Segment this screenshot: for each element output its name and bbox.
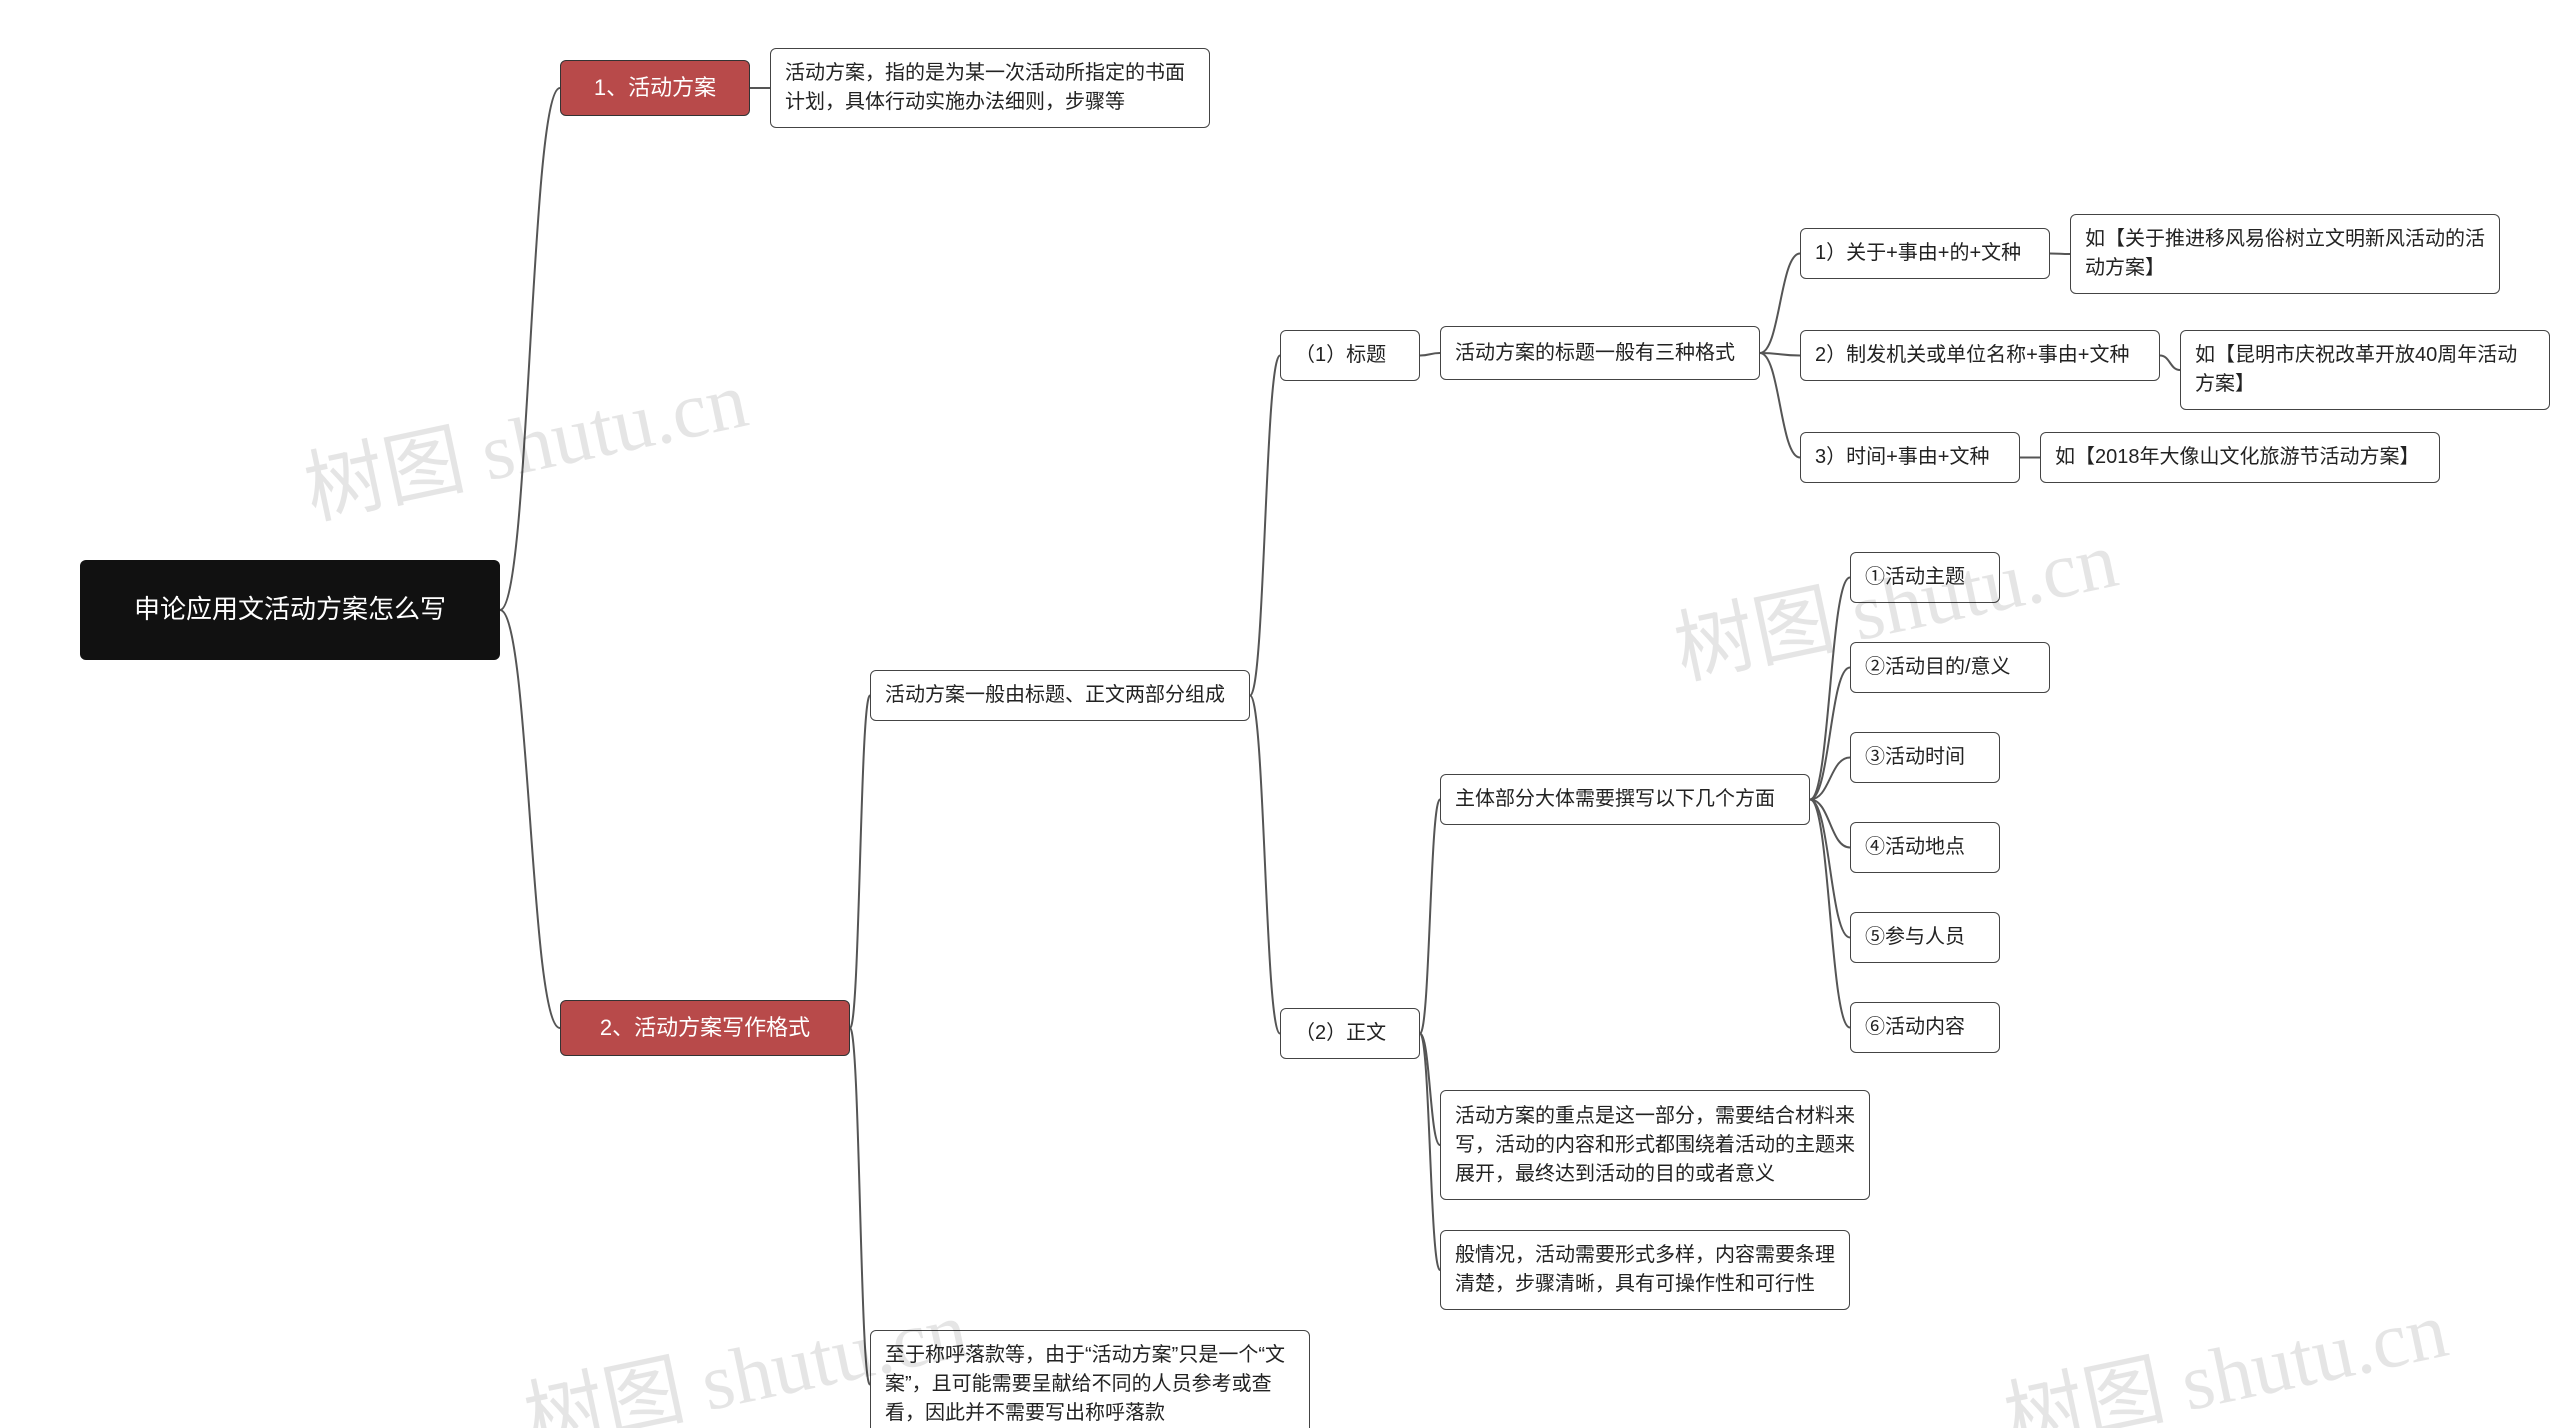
node-n1: 1、活动方案 — [560, 60, 750, 116]
connector — [1810, 758, 1850, 800]
node-label: ③活动时间 — [1865, 743, 1965, 772]
node-t1e: 如【关于推进移风易俗树立文明新风活动的活动方案】 — [2070, 214, 2500, 294]
node-b_main: 主体部分大体需要撰写以下几个方面 — [1440, 774, 1810, 825]
node-label: 1）关于+事由+的+文种 — [1815, 239, 2021, 268]
node-label: 般情况，活动需要形式多样，内容需要条理清楚，步骤清晰，具有可操作性和可行性 — [1455, 1241, 1835, 1299]
node-t1: 1）关于+事由+的+文种 — [1800, 228, 2050, 279]
node-t2e: 如【昆明市庆祝改革开放40周年活动方案】 — [2180, 330, 2550, 410]
node-n2: 2、活动方案写作格式 — [560, 1000, 850, 1056]
node-t2: 2）制发机关或单位名称+事由+文种 — [1800, 330, 2160, 381]
node-t3e: 如【2018年大像山文化旅游节活动方案】 — [2040, 432, 2440, 483]
connector — [1250, 696, 1280, 1034]
watermark-text: 树图 shutu.cn — [1997, 1286, 2454, 1428]
node-label: 如【2018年大像山文化旅游节活动方案】 — [2055, 443, 2420, 472]
node-label: 活动方案一般由标题、正文两部分组成 — [885, 681, 1225, 710]
connector — [1760, 254, 1800, 354]
node-label: ②活动目的/意义 — [1865, 653, 2011, 682]
node-n1a: 活动方案，指的是为某一次活动所指定的书面计划，具体行动实施办法细则，步骤等 — [770, 48, 1210, 128]
connector — [1420, 800, 1440, 1034]
watermark-text: 树图 shutu.cn — [297, 356, 754, 535]
connector — [1810, 578, 1850, 800]
node-label: 主体部分大体需要撰写以下几个方面 — [1455, 785, 1775, 814]
node-b_note1: 活动方案的重点是这一部分，需要结合材料来写，活动的内容和形式都围绕着活动的主题来… — [1440, 1090, 1870, 1200]
node-label: ①活动主题 — [1865, 563, 1965, 592]
connector — [850, 696, 870, 1029]
node-t: （1）标题 — [1280, 330, 1420, 381]
node-b: （2）正文 — [1280, 1008, 1420, 1059]
node-label: 如【昆明市庆祝改革开放40周年活动方案】 — [2195, 341, 2535, 399]
node-t_sub: 活动方案的标题一般有三种格式 — [1440, 326, 1760, 380]
connector — [2160, 356, 2180, 371]
connector — [1810, 800, 1850, 1028]
connector — [500, 88, 560, 610]
connector — [1420, 353, 1440, 356]
node-b6: ⑥活动内容 — [1850, 1002, 2000, 1053]
node-b2: ②活动目的/意义 — [1850, 642, 2050, 693]
connector — [2050, 254, 2070, 255]
node-label: 申论应用文活动方案怎么写 — [134, 591, 446, 629]
node-b5: ⑤参与人员 — [1850, 912, 2000, 963]
node-label: 活动方案的重点是这一部分，需要结合材料来写，活动的内容和形式都围绕着活动的主题来… — [1455, 1102, 1855, 1189]
node-b1: ①活动主题 — [1850, 552, 2000, 603]
connector — [1420, 1034, 1440, 1271]
node-label: 活动方案的标题一般有三种格式 — [1455, 339, 1735, 368]
connector — [500, 610, 560, 1028]
node-label: 2）制发机关或单位名称+事由+文种 — [1815, 341, 2129, 370]
node-label: 3）时间+事由+文种 — [1815, 443, 1989, 472]
node-label: ⑤参与人员 — [1865, 923, 1965, 952]
node-t3: 3）时间+事由+文种 — [1800, 432, 2020, 483]
connector — [1760, 353, 1800, 356]
connector — [1250, 356, 1280, 696]
connector — [1760, 353, 1800, 458]
node-label: 如【关于推进移风易俗树立文明新风活动的活动方案】 — [2085, 225, 2485, 283]
node-b_note2: 般情况，活动需要形式多样，内容需要条理清楚，步骤清晰，具有可操作性和可行性 — [1440, 1230, 1850, 1310]
connector — [1420, 1034, 1440, 1146]
node-label: （1）标题 — [1295, 341, 1386, 370]
node-label: 1、活动方案 — [594, 72, 716, 104]
node-label: 2、活动方案写作格式 — [600, 1012, 810, 1044]
node-n2a: 活动方案一般由标题、正文两部分组成 — [870, 670, 1250, 721]
node-label: ⑥活动内容 — [1865, 1013, 1965, 1042]
node-label: ④活动地点 — [1865, 833, 1965, 862]
node-b3: ③活动时间 — [1850, 732, 2000, 783]
watermark: 树图 shutu.cn — [293, 335, 756, 542]
connector — [850, 1028, 870, 1385]
watermark: 树图 shutu.cn — [1993, 1265, 2456, 1428]
connector — [1810, 800, 1850, 848]
node-b4: ④活动地点 — [1850, 822, 2000, 873]
node-label: 至于称呼落款等，由于“活动方案”只是一个“文案”，且可能需要呈献给不同的人员参考… — [885, 1341, 1295, 1428]
node-n2b: 至于称呼落款等，由于“活动方案”只是一个“文案”，且可能需要呈献给不同的人员参考… — [870, 1330, 1310, 1428]
node-root: 申论应用文活动方案怎么写 — [80, 560, 500, 660]
node-label: 活动方案，指的是为某一次活动所指定的书面计划，具体行动实施办法细则，步骤等 — [785, 59, 1195, 117]
connector — [1810, 800, 1850, 938]
node-label: （2）正文 — [1295, 1019, 1386, 1048]
connector — [1810, 668, 1850, 800]
